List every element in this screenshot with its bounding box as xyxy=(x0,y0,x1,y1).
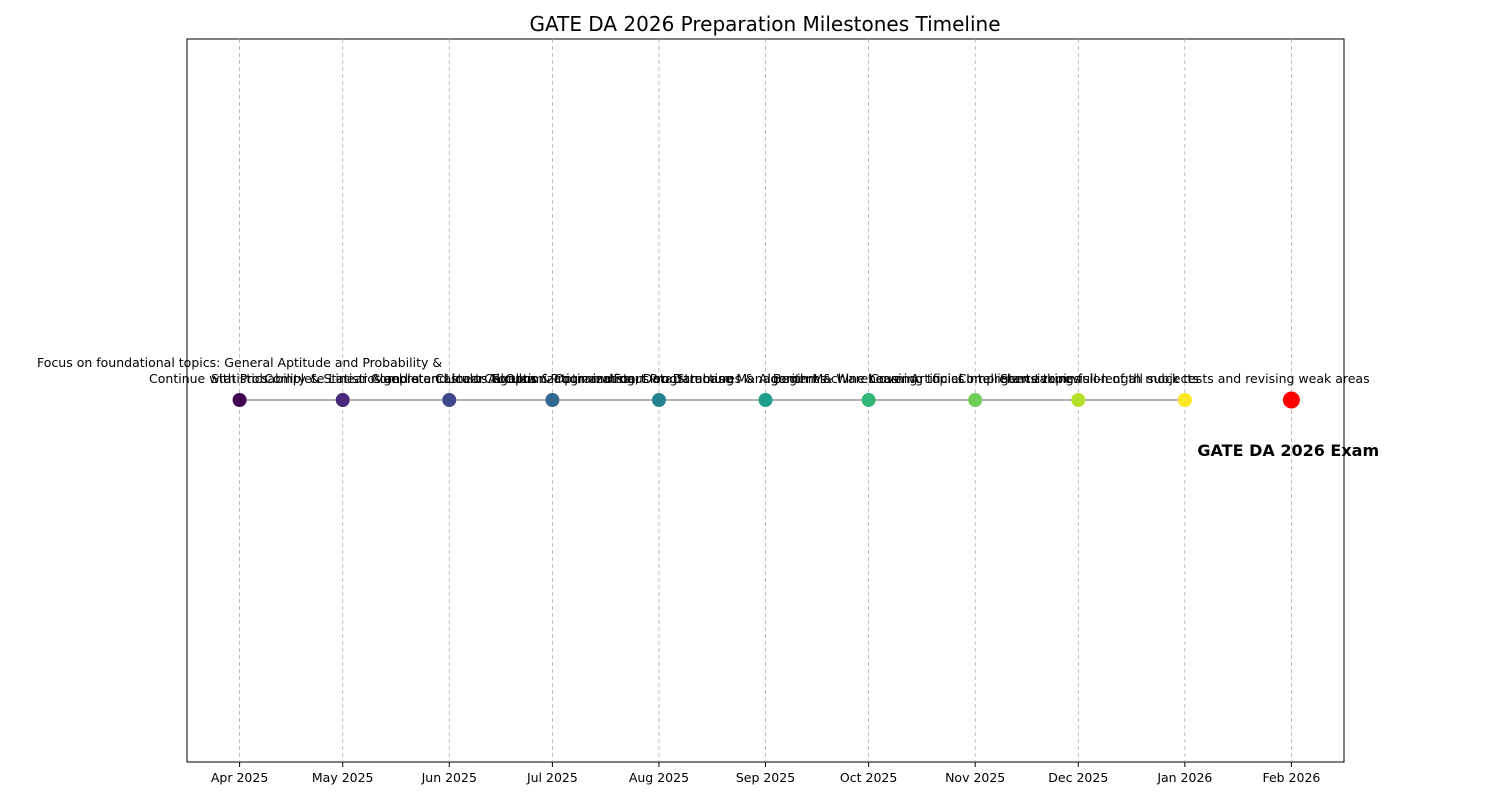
milestone-point xyxy=(651,393,666,407)
milestone-label: Complete Linear Algebra and start Calcul… xyxy=(264,371,634,386)
exam-point xyxy=(1282,391,1300,409)
milestone-label: Continue with Probability & Statistics a… xyxy=(149,371,536,386)
milestone-point xyxy=(232,393,247,407)
x-tick-label: Apr 2025 xyxy=(211,770,268,785)
x-tick-label: Sep 2025 xyxy=(736,770,795,785)
x-tick-label: Feb 2026 xyxy=(1262,770,1320,785)
x-tick-label: Dec 2025 xyxy=(1048,770,1108,785)
milestone-point xyxy=(1177,393,1192,407)
milestone-point xyxy=(1071,393,1086,407)
milestone-point xyxy=(861,393,876,407)
milestone-label: Focus on Programming, Data Structures & … xyxy=(491,371,826,386)
milestone-label: Focus on Database Management & Warehousi… xyxy=(614,371,918,386)
exam-label: GATE DA 2026 Exam xyxy=(1197,441,1379,460)
milestone-point xyxy=(442,393,457,407)
milestone-label: Cover Artificial Intelligence topics xyxy=(870,371,1080,386)
x-tick-label: Jan 2026 xyxy=(1156,770,1212,785)
milestone-label: Complete Calculus & Optimization and sta… xyxy=(371,371,734,386)
milestone-point xyxy=(335,393,350,407)
x-tick-label: Jul 2025 xyxy=(526,770,578,785)
milestone-label: Comprehensive revision of all subjects xyxy=(958,371,1199,386)
x-tick-label: Oct 2025 xyxy=(840,770,897,785)
chart-title: GATE DA 2026 Preparation Milestones Time… xyxy=(529,12,1000,36)
x-tick-label: Nov 2025 xyxy=(945,770,1005,785)
milestone-point xyxy=(545,393,560,407)
milestone-label: Focus on foundational topics: General Ap… xyxy=(37,355,442,370)
x-tick-label: May 2025 xyxy=(312,770,374,785)
x-tick-label: Jun 2025 xyxy=(421,770,477,785)
x-tick-label: Aug 2025 xyxy=(629,770,689,785)
milestone-label: Statistics xyxy=(211,371,268,386)
milestone-point xyxy=(758,393,773,407)
milestone-point xyxy=(968,393,983,407)
milestone-label: Start taking full-length mock tests and … xyxy=(1000,371,1370,386)
milestone-label: Begin Machine Learning topics xyxy=(773,371,964,386)
